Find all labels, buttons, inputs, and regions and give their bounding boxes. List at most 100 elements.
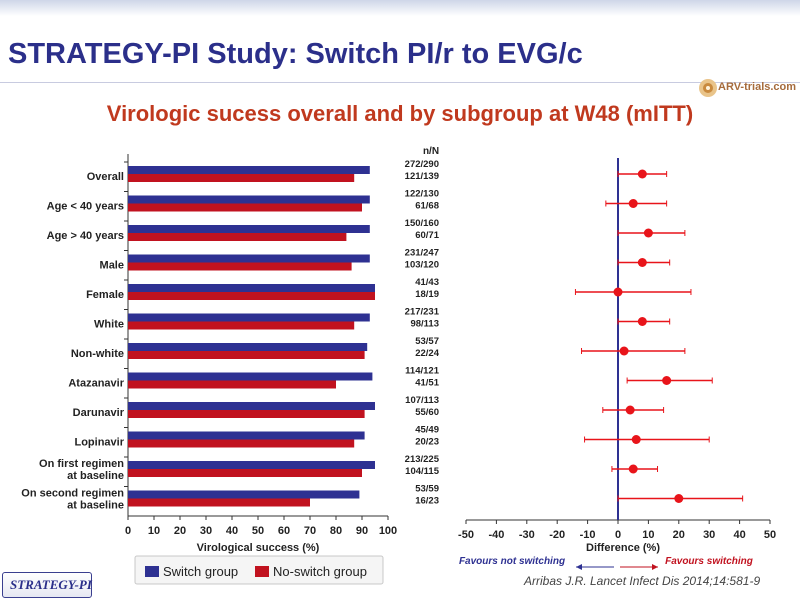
point-estimate: [619, 346, 629, 356]
bar-x-tick-label: 60: [278, 525, 290, 537]
study-tag: STRATEGY-PI: [10, 577, 92, 592]
point-estimate: [631, 435, 641, 444]
bar-x-tick-label: 100: [379, 525, 397, 537]
switch-count: 45/49: [415, 425, 439, 436]
bar-no-switch-group: [128, 174, 355, 182]
category-label: Non-white: [71, 348, 124, 360]
forest-x-tick-label: -10: [580, 529, 596, 541]
forest-x-tick-label: -20: [549, 529, 565, 541]
switch-count: 150/160: [405, 218, 439, 229]
category-label: Overall: [87, 171, 124, 183]
bar-switch-group: [128, 343, 368, 351]
switch-count: 122/130: [405, 189, 439, 200]
forest-x-tick-label: 30: [703, 529, 715, 541]
bar-no-switch-group: [128, 351, 365, 359]
switch-count: 53/59: [415, 484, 439, 495]
favours-right-arrowhead: [652, 564, 658, 570]
forest-x-tick-label: 20: [673, 529, 685, 541]
no-switch-count: 121/139: [405, 171, 439, 182]
slide-title: STRATEGY-PI Study: Switch PI/r to EVG/c: [8, 38, 583, 70]
no-switch-count: 98/113: [410, 319, 439, 330]
category-label: Darunavir: [73, 407, 125, 419]
bar-x-axis-title: Virological success (%): [197, 542, 320, 554]
slide-subtitle: Virologic sucess overall and by subgroup…: [106, 101, 694, 126]
point-estimate: [628, 199, 638, 208]
switch-count: 272/290: [405, 159, 439, 170]
bar-x-tick-label: 50: [252, 525, 264, 537]
bar-switch-group: [128, 254, 370, 263]
bar-switch-group: [128, 431, 365, 440]
no-switch-count: 16/23: [415, 496, 439, 507]
logo-flower-icon: [699, 79, 717, 97]
category-label: Age > 40 years: [47, 230, 124, 242]
n-over-n-header: n/N: [423, 146, 439, 157]
forest-x-tick-label: -40: [488, 529, 504, 541]
category-label: White: [94, 319, 124, 331]
bar-switch-group: [128, 313, 370, 322]
switch-count: 231/247: [405, 248, 439, 259]
bar-switch-group: [128, 195, 370, 204]
point-estimate: [637, 317, 647, 326]
bar-x-tick-label: 30: [200, 525, 212, 537]
no-switch-count: 22/24: [415, 348, 439, 359]
point-estimate: [637, 258, 647, 267]
point-estimate: [643, 228, 653, 238]
category-label: On second regimen: [21, 488, 124, 500]
bar-no-switch-group: [128, 262, 352, 271]
no-switch-count: 55/60: [415, 407, 439, 418]
forest-x-tick-label: 50: [764, 529, 776, 541]
arv-trials-logo: ARV-trials.com: [698, 77, 798, 99]
favours-left-label: Favours not switching: [459, 556, 565, 567]
bar-switch-group: [128, 166, 370, 174]
no-switch-count: 103/120: [405, 260, 439, 271]
bar-no-switch-group: [128, 439, 355, 448]
forest-x-tick-label: 0: [615, 529, 621, 541]
citation: Arribas J.R. Lancet Infect Dis 2014;14:5…: [524, 574, 761, 588]
forest-x-tick-label: -30: [519, 529, 535, 541]
bar-x-tick-label: 40: [226, 525, 238, 537]
bar-no-switch-group: [128, 410, 365, 418]
switch-count: 53/57: [415, 336, 439, 347]
bar-switch-group: [128, 461, 375, 469]
category-label-line2: at baseline: [67, 500, 124, 512]
bar-no-switch-group: [128, 321, 355, 330]
bar-no-switch-group: [128, 498, 310, 507]
category-label: Male: [100, 260, 124, 272]
bar-switch-group: [128, 284, 375, 292]
bar-x-tick-label: 0: [125, 525, 131, 537]
favours-right-label: Favours switching: [665, 556, 753, 567]
point-estimate: [637, 169, 647, 179]
point-estimate: [674, 494, 684, 503]
category-label: Lopinavir: [74, 437, 124, 449]
switch-count: 114/121: [405, 366, 440, 377]
category-label: On first regimen: [39, 458, 124, 470]
title-divider: [0, 82, 800, 83]
logo-text: ARV-trials.com: [718, 81, 797, 93]
bar-no-switch-group: [128, 380, 336, 389]
category-label: Age < 40 years: [47, 201, 124, 213]
legend-label-no-switch: No-switch group: [273, 564, 367, 579]
switch-count: 107/113: [405, 395, 439, 406]
bar-x-tick-label: 20: [174, 525, 186, 537]
point-estimate: [613, 287, 623, 297]
forest-x-tick-label: -50: [458, 529, 474, 541]
no-switch-count: 60/71: [415, 230, 439, 241]
legend-label-switch: Switch group: [163, 564, 238, 579]
bar-no-switch-group: [128, 292, 375, 300]
forest-x-tick-label: 10: [642, 529, 654, 541]
bar-no-switch-group: [128, 233, 347, 241]
legend-swatch-switch: [145, 566, 159, 577]
bar-x-tick-label: 10: [148, 525, 160, 537]
category-label: Female: [86, 289, 124, 301]
favours-left-arrowhead: [576, 564, 582, 570]
bar-no-switch-group: [128, 203, 362, 212]
point-estimate: [662, 376, 672, 385]
bar-no-switch-group: [128, 469, 362, 477]
point-estimate: [628, 464, 638, 474]
bar-x-tick-label: 80: [330, 525, 342, 537]
point-estimate: [625, 405, 635, 415]
bar-x-tick-label: 90: [356, 525, 368, 537]
forest-x-tick-label: 40: [733, 529, 745, 541]
category-label: Atazanavir: [68, 378, 124, 390]
